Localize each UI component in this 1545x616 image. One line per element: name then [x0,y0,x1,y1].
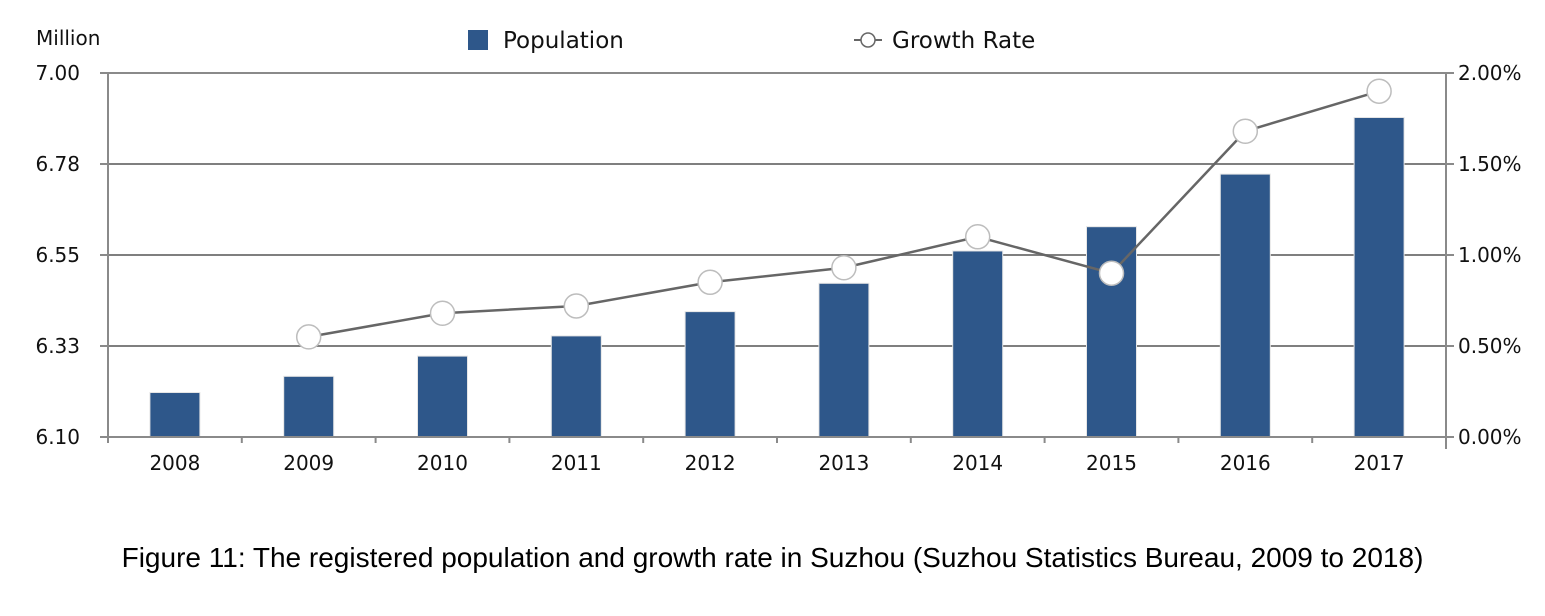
legend-population-label: Population [503,28,624,54]
right-tick-label: 1.00% [1458,243,1522,267]
growth-rate-point-2013 [831,254,857,281]
population-bar-2008 [149,392,201,438]
growth-rate-point-2016 [1232,118,1259,144]
x-tick-label: 2014 [952,451,1003,475]
figure-caption: Figure 11: The registered population and… [121,542,1424,573]
right-tick-label: 2.00% [1458,61,1522,85]
x-tick-label: 2010 [417,451,468,475]
growth-rate-point-2014 [964,224,991,250]
legend: Population Growth Rate [468,28,1035,54]
y-axis-unit-label: Million [36,26,100,50]
tick-labels: 7.00 6.78 6.55 6.33 6.10 2.00% 1.50% 1.00% 0.50%… [35,61,1521,475]
x-tick-label: 2008 [149,451,200,475]
x-tick-label: 2015 [1086,451,1137,475]
population-bar-2017 [1353,116,1405,438]
right-tick-label: 1.50% [1458,152,1522,176]
legend-growth-rate-marker [860,32,876,48]
left-tick-label: 6.55 [35,243,80,267]
left-tick-label: 6.33 [35,334,80,358]
population-bar-2015 [1086,226,1137,438]
x-tick-label: 2013 [818,451,869,475]
growth-rate-line [295,78,1392,350]
population-bar-2016 [1219,173,1271,438]
growth-rate-point-2015 [1098,260,1125,286]
population-bar-2014 [952,250,1004,438]
right-tick-label: 0.50% [1458,334,1522,358]
x-tick-label: 2016 [1220,451,1271,475]
legend-population-swatch [468,30,488,50]
growth-rate-point-2011 [563,293,590,319]
combo-chart: 7.00 6.78 6.55 6.33 6.10 2.00% 1.50% 1.00% 0.50%… [35,26,1521,475]
left-tick-label: 6.10 [35,425,80,449]
axes [100,72,1454,449]
left-tick-label: 7.00 [35,61,80,85]
growth-rate-point-2017 [1366,78,1392,104]
x-tick-label: 2011 [551,451,602,475]
population-bar-2012 [684,311,736,438]
right-tick-label: 0.00% [1458,425,1522,449]
population-bars [149,116,1405,438]
population-bar-2010 [417,355,468,438]
x-tick-label: 2017 [1354,451,1405,475]
population-bar-2011 [550,335,602,438]
left-tick-label: 6.78 [35,152,80,176]
legend-growth-rate-label: Growth Rate [892,28,1035,54]
growth-rate-point-2010 [429,300,456,326]
population-bar-2009 [283,375,335,438]
population-bar-2013 [818,282,870,438]
growth-rate-point-2012 [697,269,723,296]
x-tick-label: 2009 [283,451,334,475]
growth-rate-point-2009 [295,324,322,350]
x-tick-label: 2012 [685,451,736,475]
